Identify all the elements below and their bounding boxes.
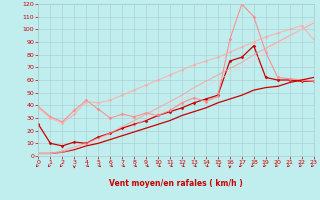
X-axis label: Vent moyen/en rafales ( km/h ): Vent moyen/en rafales ( km/h ) xyxy=(109,179,243,188)
